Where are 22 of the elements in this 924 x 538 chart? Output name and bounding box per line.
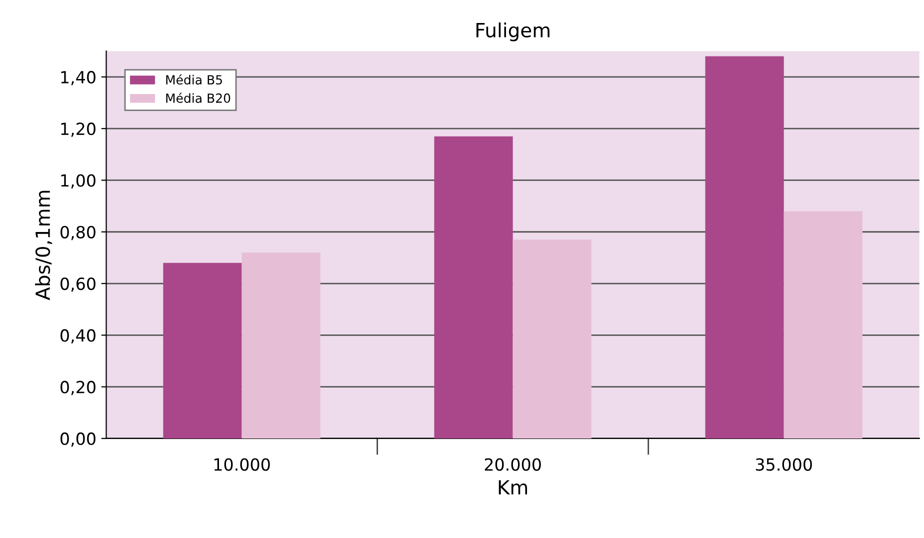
y-tick-label: 1,20 bbox=[61, 122, 96, 137]
y-tick-label: 0,60 bbox=[60, 277, 96, 292]
x-axis-title: Km bbox=[498, 480, 528, 494]
bar bbox=[705, 56, 784, 438]
x-tick-label: 35.000 bbox=[756, 458, 812, 471]
y-tick-label: 0,80 bbox=[60, 226, 96, 240]
y-axis-title: Abs/0,1mm bbox=[35, 190, 52, 300]
y-tick-label: 0,00 bbox=[60, 432, 96, 447]
bar bbox=[784, 211, 862, 438]
y-tick-label: 1,00 bbox=[61, 174, 96, 188]
y-tick-label: 0,20 bbox=[60, 380, 96, 396]
bar bbox=[434, 136, 513, 438]
x-tick-label: 10.000 bbox=[214, 458, 270, 471]
y-tick-label: 1,40 bbox=[61, 70, 96, 86]
x-tick-label: 20.000 bbox=[484, 458, 541, 471]
bar bbox=[242, 252, 320, 438]
legend-label: Média B5 bbox=[166, 74, 222, 85]
bar bbox=[163, 262, 242, 438]
chart-title: Fuligem bbox=[476, 22, 550, 42]
y-tick-label: 0,40 bbox=[60, 329, 96, 344]
bar bbox=[512, 240, 592, 438]
legend-label: Média B20 bbox=[166, 92, 230, 103]
